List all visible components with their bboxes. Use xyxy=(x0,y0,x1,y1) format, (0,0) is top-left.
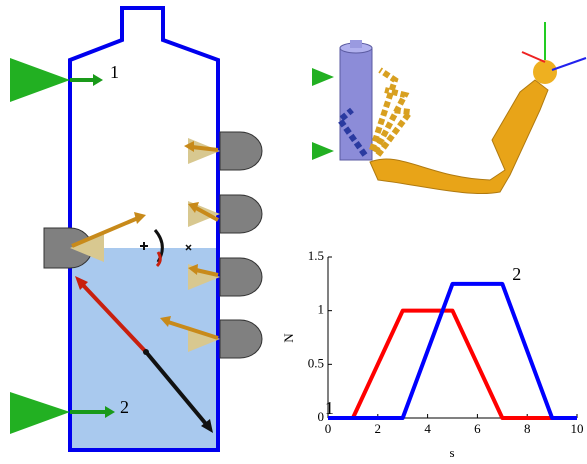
center-of-mass xyxy=(143,349,149,355)
series-line xyxy=(328,284,577,418)
axis-red xyxy=(522,52,545,62)
arm-render xyxy=(312,22,586,194)
x-tick-label: 6 xyxy=(474,421,481,436)
x-axis-label: s xyxy=(449,445,454,460)
contact xyxy=(220,195,262,233)
y-tick-label: 1 xyxy=(318,302,325,317)
support-triangle xyxy=(10,392,70,434)
y-tick-label: 1.5 xyxy=(308,248,324,263)
support-triangle xyxy=(10,58,70,102)
x-tick-label: 0 xyxy=(325,421,332,436)
x-tick-label: 8 xyxy=(524,421,531,436)
axis-blue xyxy=(552,58,586,70)
support-triangle xyxy=(312,142,334,160)
contact xyxy=(220,132,262,170)
y-tick-label: 0.5 xyxy=(308,355,324,370)
contact xyxy=(220,258,262,296)
support-triangle xyxy=(312,68,334,86)
force-label: 2 xyxy=(120,397,129,417)
x-tick-label: 10 xyxy=(571,421,584,436)
x-tick-label: 4 xyxy=(424,421,431,436)
arrow-head xyxy=(134,212,146,224)
contact xyxy=(220,320,262,358)
cylinder-cap xyxy=(350,40,362,48)
y-tick-label: 0 xyxy=(318,409,325,424)
arm xyxy=(370,80,548,194)
series-label: 1 xyxy=(325,398,334,418)
series-label: 2 xyxy=(512,264,521,284)
series-line xyxy=(328,311,577,418)
figure: 1 2 xyxy=(0,0,587,464)
x-tick-label: 2 xyxy=(375,421,382,436)
force-label: 1 xyxy=(110,62,119,82)
bottle-diagram: 1 2 xyxy=(10,8,262,450)
arrow-head xyxy=(93,74,103,86)
right-contacts xyxy=(220,132,262,358)
y-axis-label: N xyxy=(281,333,296,343)
shoulder xyxy=(533,60,557,84)
